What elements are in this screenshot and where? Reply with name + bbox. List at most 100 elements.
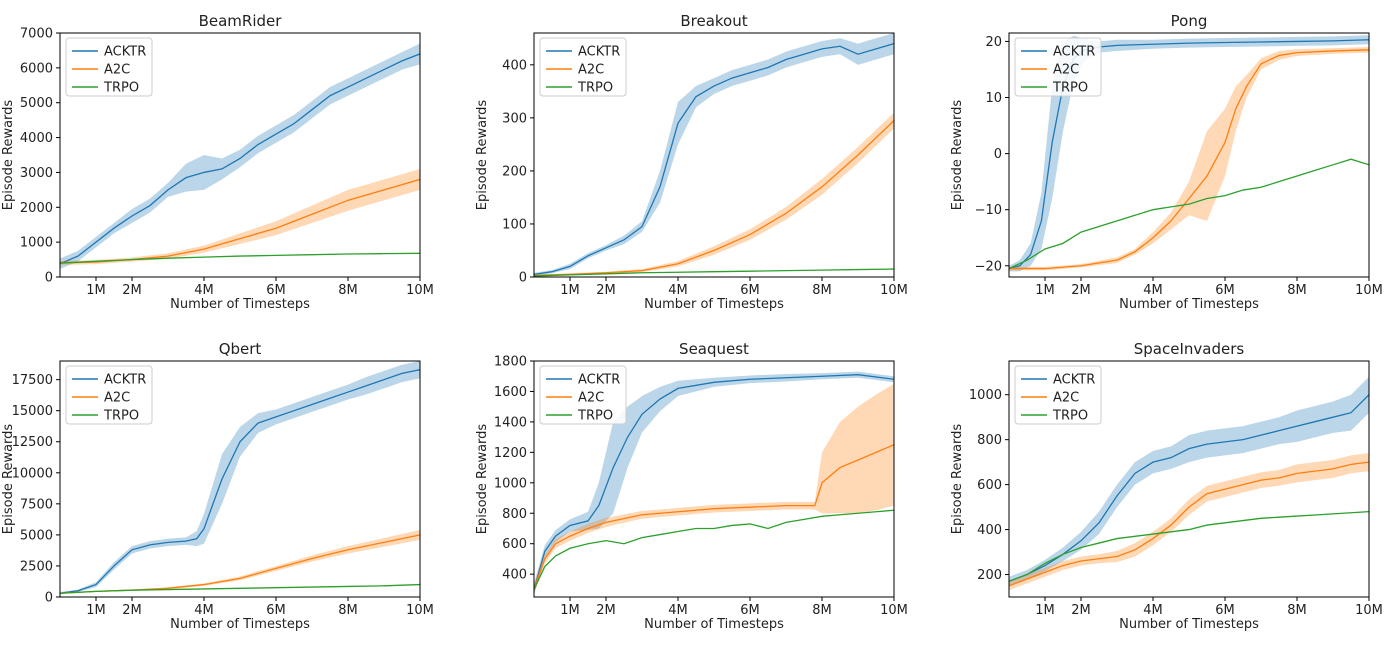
x-axis-label: Number of Timesteps bbox=[170, 297, 310, 312]
y-tick-label: 5000 bbox=[20, 96, 53, 111]
legend-label-trpo: TRPO bbox=[1052, 409, 1088, 424]
legend-label-a2c: A2C bbox=[578, 391, 604, 406]
x-tick-label: 8M bbox=[1287, 283, 1307, 298]
series-line-acktr bbox=[534, 374, 894, 590]
x-tick-label: 4M bbox=[1143, 603, 1163, 618]
y-tick-label: 1800 bbox=[494, 355, 527, 370]
chart-title: BeamRider bbox=[199, 12, 283, 30]
x-tick-label: 1M bbox=[86, 603, 106, 618]
legend-box bbox=[1014, 365, 1102, 425]
band-a2c bbox=[1009, 453, 1369, 591]
x-tick-label: 10M bbox=[1355, 603, 1383, 618]
x-tick-label: 6M bbox=[740, 283, 760, 298]
y-tick-label: 0 bbox=[45, 271, 53, 286]
x-tick-label: 2M bbox=[596, 283, 616, 298]
y-tick-label: 0 bbox=[994, 147, 1002, 162]
series-line-a2c bbox=[534, 444, 894, 590]
series-line-trpo bbox=[534, 509, 894, 590]
x-axis-label: Number of Timesteps bbox=[170, 617, 310, 632]
chart-title: Breakout bbox=[680, 12, 747, 30]
y-tick-label: 1000 bbox=[969, 388, 1002, 403]
y-axis-label: Episode Rewards bbox=[1, 424, 16, 535]
y-tick-label: 1000 bbox=[494, 476, 527, 491]
y-tick-label: −20 bbox=[975, 259, 1002, 274]
x-tick-label: 8M bbox=[812, 603, 832, 618]
legend-label-trpo: TRPO bbox=[103, 409, 139, 424]
legend-label-trpo: TRPO bbox=[577, 81, 613, 96]
x-tick-label: 1M bbox=[86, 283, 106, 298]
legend-label-a2c: A2C bbox=[578, 63, 604, 78]
series-line-trpo bbox=[534, 268, 894, 277]
y-tick-label: 1400 bbox=[494, 415, 527, 430]
x-tick-label: 4M bbox=[1143, 283, 1163, 298]
y-tick-label: 2000 bbox=[20, 201, 53, 216]
chart-panel-0: 1M 2M 4M 6M 8M 10M 0 1000 2000 3000 4000 5000 6000 70… bbox=[1, 12, 434, 312]
y-tick-label: 100 bbox=[502, 217, 527, 232]
x-tick-label: 4M bbox=[668, 283, 688, 298]
y-tick-label: 400 bbox=[977, 523, 1002, 538]
x-tick-label: 6M bbox=[740, 603, 760, 618]
legend-label-acktr: ACKTR bbox=[104, 373, 146, 388]
y-tick-label: 800 bbox=[977, 433, 1002, 448]
y-tick-label: 20 bbox=[985, 35, 1002, 50]
x-tick-label: 10M bbox=[880, 603, 908, 618]
series-line-trpo bbox=[1009, 158, 1369, 270]
series-line-trpo bbox=[1009, 510, 1369, 582]
chart-title: Qbert bbox=[219, 340, 262, 358]
x-tick-label: 10M bbox=[880, 283, 908, 298]
x-tick-label: 10M bbox=[1355, 283, 1383, 298]
legend-label-a2c: A2C bbox=[1053, 391, 1079, 406]
y-tick-label: 0 bbox=[519, 271, 527, 286]
x-tick-label: 2M bbox=[122, 603, 142, 618]
legend-label-acktr: ACKTR bbox=[1053, 373, 1095, 388]
y-tick-label: −10 bbox=[975, 203, 1002, 218]
band-acktr bbox=[534, 33, 894, 276]
y-tick-label: 15000 bbox=[12, 404, 53, 419]
chart-panel-2: 1M 2M 4M 6M 8M 10M −20 −10 0 10 20 Pong Number of Ti… bbox=[950, 12, 1383, 312]
series-line-acktr bbox=[60, 369, 420, 594]
y-tick-label: 600 bbox=[502, 537, 527, 552]
y-axis-label: Episode Rewards bbox=[475, 424, 490, 535]
legend-label-acktr: ACKTR bbox=[104, 45, 146, 60]
legend-label-acktr: ACKTR bbox=[1053, 45, 1095, 60]
x-tick-label: 1M bbox=[1035, 283, 1055, 298]
band-a2c bbox=[534, 383, 894, 594]
y-tick-label: 7000 bbox=[20, 27, 53, 42]
y-tick-label: 6000 bbox=[20, 61, 53, 76]
y-tick-label: 4000 bbox=[20, 131, 53, 146]
y-tick-label: 10 bbox=[985, 91, 1002, 106]
y-tick-label: 400 bbox=[502, 568, 527, 583]
x-tick-label: 2M bbox=[1071, 283, 1091, 298]
legend-box bbox=[539, 37, 627, 97]
x-tick-label: 6M bbox=[266, 603, 286, 618]
y-tick-label: 0 bbox=[45, 591, 53, 606]
series-line-acktr bbox=[60, 53, 420, 265]
x-tick-label: 2M bbox=[596, 603, 616, 618]
y-tick-label: 400 bbox=[502, 58, 527, 73]
chart-panel-4: 1M 2M 4M 6M 8M 10M 400 600 800 1000 1200 1400 1600 18… bbox=[475, 340, 908, 632]
chart-panel-3: 1M 2M 4M 6M 8M 10M 0 2500 5000 7500 10000 12500 1500… bbox=[1, 340, 434, 632]
legend-label-trpo: TRPO bbox=[103, 81, 139, 96]
y-tick-label: 12500 bbox=[12, 435, 53, 450]
legend-label-trpo: TRPO bbox=[1052, 81, 1088, 96]
y-tick-label: 200 bbox=[502, 164, 527, 179]
plot-frame bbox=[59, 32, 421, 278]
x-tick-label: 1M bbox=[1035, 603, 1055, 618]
y-tick-label: 200 bbox=[977, 568, 1002, 583]
legend-box bbox=[539, 365, 627, 425]
band-a2c bbox=[60, 168, 420, 266]
legend-box bbox=[65, 365, 153, 425]
x-tick-label: 1M bbox=[560, 283, 580, 298]
x-tick-label: 10M bbox=[406, 283, 434, 298]
y-axis-label: Episode Rewards bbox=[475, 100, 490, 211]
chart-title: SpaceInvaders bbox=[1134, 340, 1245, 358]
legend-label-a2c: A2C bbox=[104, 63, 130, 78]
series-line-acktr bbox=[1009, 394, 1369, 582]
band-acktr bbox=[534, 371, 894, 596]
x-tick-label: 4M bbox=[194, 603, 214, 618]
series-line-trpo bbox=[60, 252, 420, 264]
legend-label-acktr: ACKTR bbox=[578, 373, 620, 388]
y-tick-label: 600 bbox=[977, 478, 1002, 493]
band-acktr bbox=[60, 43, 420, 269]
plot-frame bbox=[533, 32, 895, 278]
